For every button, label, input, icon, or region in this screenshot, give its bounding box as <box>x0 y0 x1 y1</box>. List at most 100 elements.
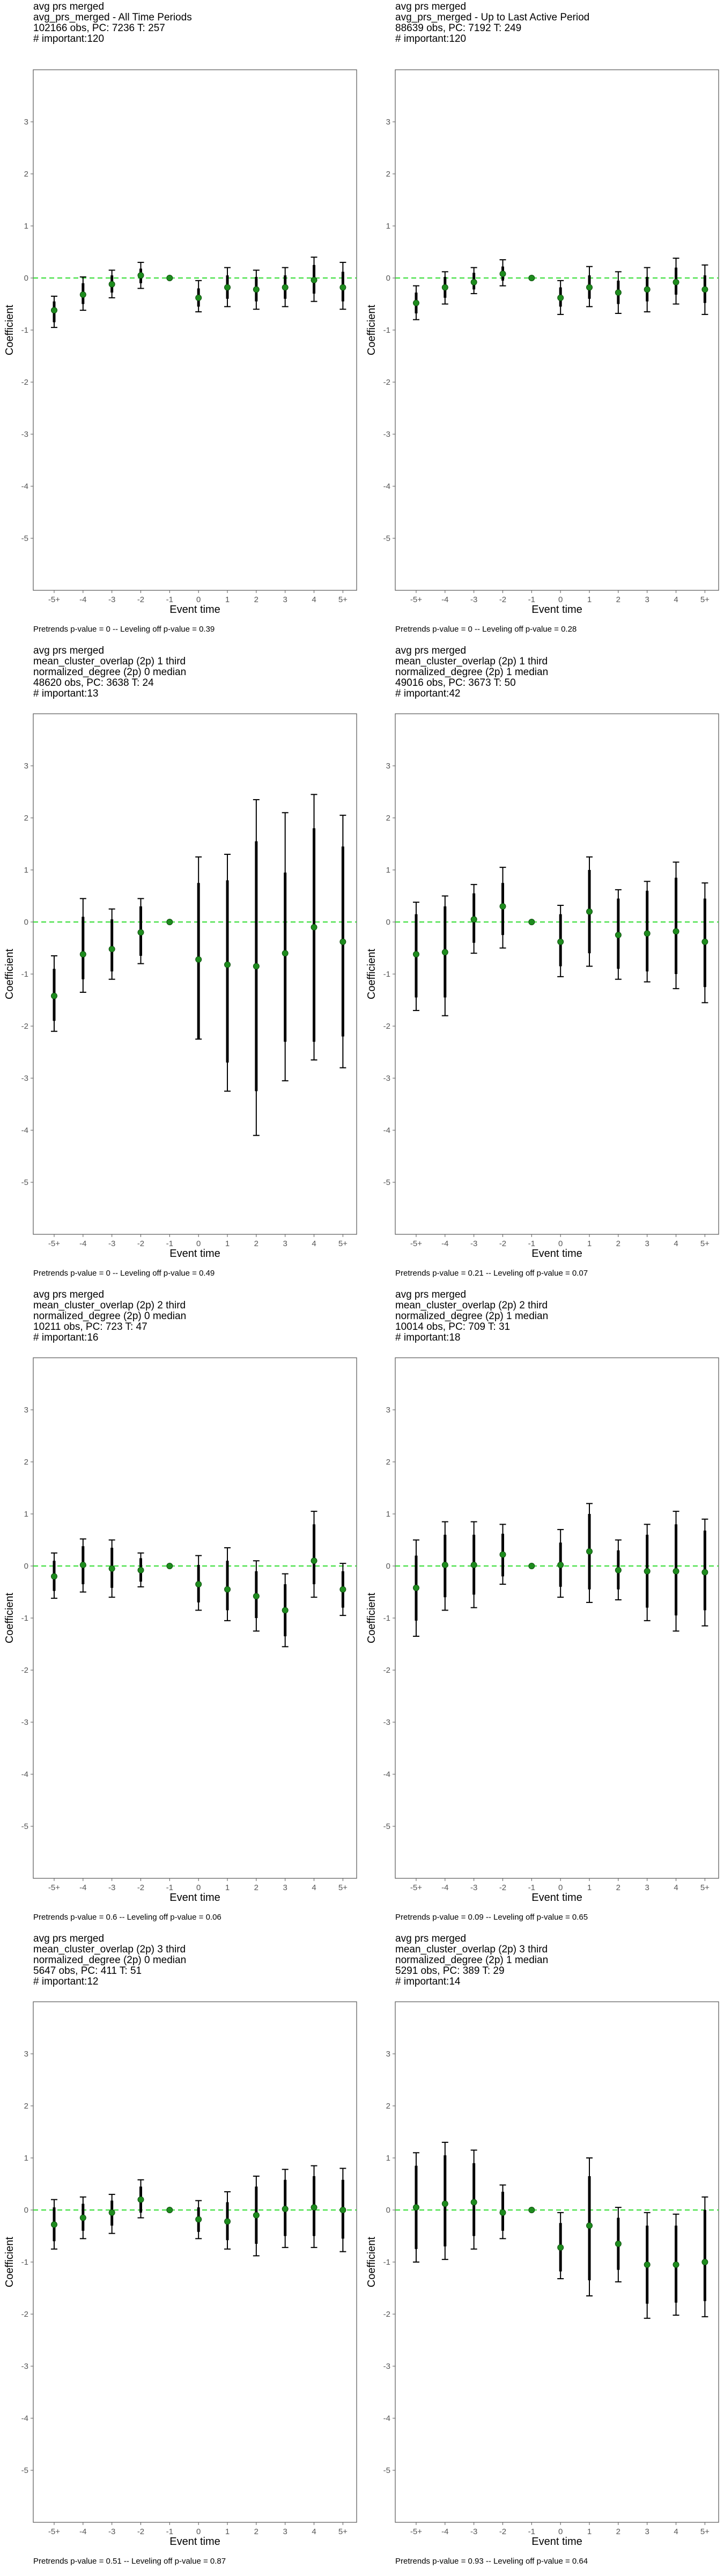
x-tick-label: -5+ <box>48 595 60 604</box>
point-estimate <box>109 946 115 952</box>
point-estimate <box>615 1567 621 1573</box>
panel-title-line: 49016 obs, PC: 3673 T: 50 <box>395 677 516 689</box>
x-tick-label: 1 <box>225 2527 230 2536</box>
point-estimate <box>500 1552 506 1557</box>
point-estimate <box>225 2219 231 2224</box>
point-estimate <box>529 919 535 925</box>
plot-frame <box>395 1358 719 1878</box>
point-estimate <box>442 1562 448 1568</box>
y-tick-label: 2 <box>386 2102 390 2111</box>
panel-title-line: avg prs merged <box>33 645 104 656</box>
panel-footer: Pretrends p-value = 0 -- Leveling off p-… <box>33 625 215 634</box>
panel-footer: Pretrends p-value = 0 -- Leveling off p-… <box>395 625 577 634</box>
x-axis-title: Event time <box>169 1892 220 1904</box>
panel-title-line: # important:12 <box>33 1976 98 1987</box>
x-tick-label: 5+ <box>338 595 348 604</box>
panel-title-line: normalized_degree (2p) 0 median <box>33 667 186 678</box>
x-tick-label: -1 <box>528 2527 535 2536</box>
y-axis-title: Coefficient <box>4 2236 16 2287</box>
y-tick-label: -1 <box>21 2258 28 2267</box>
y-tick-label: 3 <box>386 2050 390 2059</box>
point-estimate <box>702 1569 708 1575</box>
x-tick-label: -2 <box>137 2527 144 2536</box>
y-tick-label: -1 <box>21 1614 28 1623</box>
point-estimate <box>673 2262 679 2267</box>
point-estimate <box>413 2205 419 2211</box>
y-tick-label: -3 <box>383 430 390 439</box>
point-estimate <box>702 2259 708 2265</box>
x-tick-label: 1 <box>225 1239 230 1248</box>
x-tick-label: 3 <box>283 1239 287 1248</box>
y-axis-title: Coefficient <box>366 1592 378 1643</box>
panel-title-line: normalized_degree (2p) 1 median <box>395 1311 548 1322</box>
y-tick-label: -4 <box>383 1126 390 1135</box>
point-estimate <box>587 909 593 914</box>
point-estimate <box>311 1558 317 1564</box>
x-tick-label: -4 <box>79 595 86 604</box>
panel-8: avg prs mergedmean_cluster_overlap (2p) … <box>366 1933 719 2566</box>
x-axis-title: Event time <box>531 2536 582 2548</box>
x-tick-label: -1 <box>528 1239 535 1248</box>
panel-title-line: normalized_degree (2p) 0 median <box>33 1311 186 1322</box>
point-estimate <box>282 2206 288 2212</box>
panel-4: avg prs mergedmean_cluster_overlap (2p) … <box>366 645 719 1278</box>
plot-frame <box>395 70 719 590</box>
point-estimate <box>138 1567 144 1573</box>
x-tick-label: -1 <box>166 2527 173 2536</box>
panel-title-line: 10014 obs, PC: 709 T: 31 <box>395 1321 510 1333</box>
y-tick-label: -2 <box>21 378 28 387</box>
point-estimate <box>51 993 57 999</box>
panel-7: avg prs mergedmean_cluster_overlap (2p) … <box>4 1933 357 2566</box>
y-axis-title: Coefficient <box>366 948 378 999</box>
y-tick-label: -1 <box>383 326 390 335</box>
point-estimate <box>673 1568 679 1574</box>
y-tick-label: 3 <box>24 2050 28 2059</box>
y-tick-label: -1 <box>21 970 28 979</box>
point-estimate <box>442 284 448 290</box>
x-tick-label: 3 <box>283 2527 287 2536</box>
panel-title-line: avg prs merged <box>395 1 466 12</box>
y-tick-label: 2 <box>24 814 28 823</box>
panel-3: avg prs mergedmean_cluster_overlap (2p) … <box>4 645 357 1278</box>
y-axis-title: Coefficient <box>4 1592 16 1643</box>
point-estimate <box>138 273 144 279</box>
point-estimate <box>644 287 650 292</box>
panel-title-line: normalized_degree (2p) 1 median <box>395 1955 548 1966</box>
x-tick-label: 4 <box>312 2527 316 2536</box>
point-estimate <box>442 2201 448 2207</box>
panel-title-line: 5291 obs, PC: 389 T: 29 <box>395 1965 505 1977</box>
x-tick-label: 0 <box>558 2527 563 2536</box>
point-estimate <box>253 1593 259 1599</box>
x-tick-label: 0 <box>558 1883 563 1892</box>
point-estimate <box>558 295 564 301</box>
panel-title-line: avg prs merged <box>33 1289 104 1300</box>
point-estimate <box>442 949 448 955</box>
x-tick-label: 1 <box>225 1883 230 1892</box>
y-tick-label: -3 <box>21 2362 28 2371</box>
x-tick-label: -1 <box>528 1883 535 1892</box>
x-tick-label: -2 <box>499 595 506 604</box>
panel-footer: Pretrends p-value = 0 -- Leveling off p-… <box>33 1269 215 1278</box>
panel-title-line: avg_prs_merged - All Time Periods <box>33 12 192 23</box>
estimate--1 <box>529 1563 535 1569</box>
x-tick-label: 4 <box>312 1239 316 1248</box>
point-estimate <box>167 919 173 925</box>
x-tick-label: -3 <box>470 1239 477 1248</box>
point-estimate <box>138 930 144 935</box>
panel-title-line: mean_cluster_overlap (2p) 1 third <box>395 656 548 667</box>
x-tick-label: -5+ <box>410 595 422 604</box>
x-tick-label: 2 <box>254 595 258 604</box>
y-tick-label: -2 <box>21 1666 28 1675</box>
x-tick-label: -4 <box>441 595 448 604</box>
point-estimate <box>167 2207 173 2213</box>
x-tick-label: 4 <box>312 595 316 604</box>
x-tick-label: -1 <box>528 595 535 604</box>
panel-title-line: 48620 obs, PC: 3638 T: 24 <box>33 677 154 689</box>
point-estimate <box>282 1607 288 1613</box>
x-tick-label: 2 <box>254 1239 258 1248</box>
y-tick-label: 0 <box>24 918 28 927</box>
point-estimate <box>587 284 593 290</box>
point-estimate <box>615 290 621 296</box>
point-estimate <box>644 1568 650 1574</box>
x-tick-label: 0 <box>558 1239 563 1248</box>
